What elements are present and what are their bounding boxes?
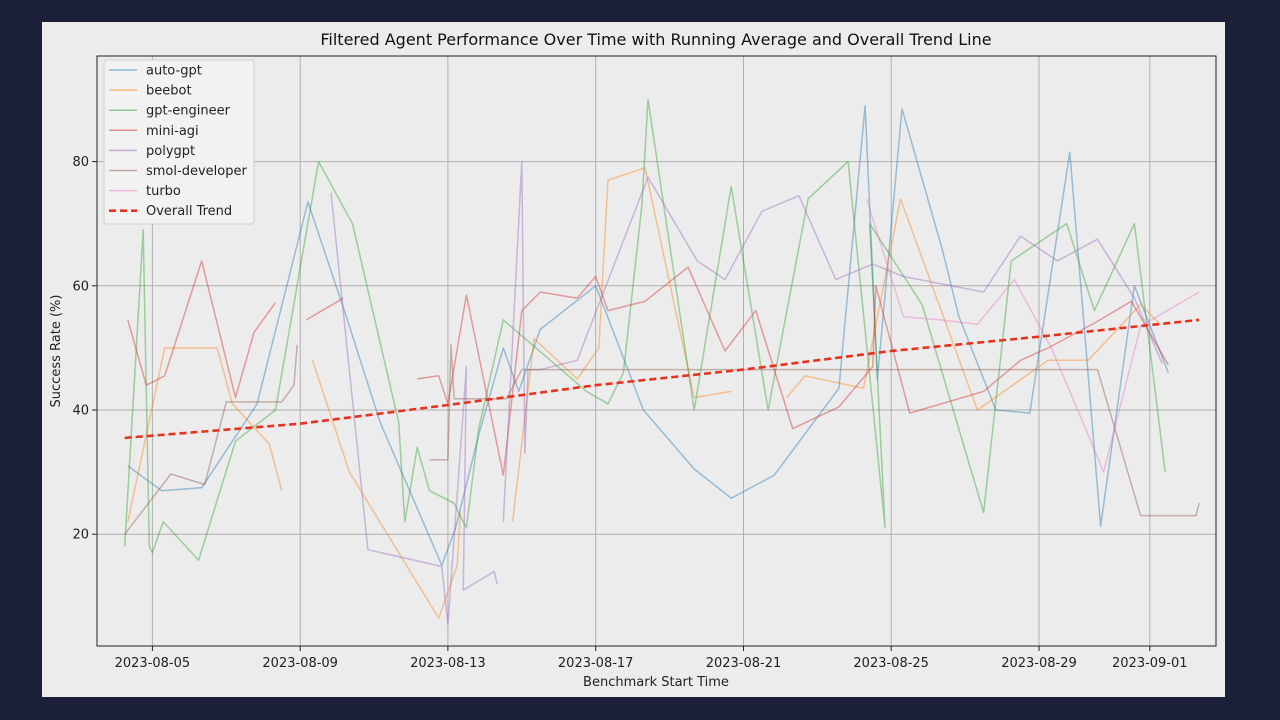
legend-label-polygpt: polygpt — [146, 144, 195, 159]
series-line-gpt-engineer — [123, 98, 1166, 562]
series-line-smol-developer — [124, 344, 1200, 535]
series-layer — [123, 98, 1200, 626]
series-line-turbo — [865, 198, 1200, 473]
y-tick-label-0: 20 — [72, 528, 89, 543]
series-line-polygpt — [330, 160, 1163, 626]
legend-box — [103, 59, 255, 225]
legend-label-mini-agi: mini-agi — [146, 124, 199, 139]
x-tick-label-5: 2023-08-25 — [853, 656, 929, 671]
legend-label-smol-developer: smol-developer — [146, 164, 247, 179]
x-tick-label-4: 2023-08-21 — [706, 656, 782, 671]
y-tick-labels: 20 40 60 80 — [72, 155, 97, 543]
chart-svg: 2023-08-05 2023-08-09 2023-08-13 2023-08-17… — [49, 30, 1217, 690]
y-tick-label-1: 40 — [72, 404, 89, 419]
y-tick-label-3: 80 — [72, 155, 89, 170]
x-tick-labels: 2023-08-05 2023-08-09 2023-08-13 2023-08-17… — [115, 646, 1188, 671]
legend: auto-gpt beebot gpt-engineer mini-agi polygp… — [103, 59, 255, 225]
x-tick-label-6: 2023-08-29 — [1001, 656, 1077, 671]
x-tick-label-1: 2023-08-09 — [262, 656, 338, 671]
series-line-beebot — [127, 167, 1160, 619]
plot-frame — [96, 55, 1217, 647]
x-axis-title: Benchmark Start Time — [583, 675, 729, 690]
legend-label-auto-gpt: auto-gpt — [146, 64, 202, 79]
series-line-auto-gpt — [127, 104, 1169, 567]
plot-area — [97, 56, 1216, 646]
legend-label-turbo: turbo — [146, 184, 181, 199]
y-axis-title: Success Rate (%) — [49, 295, 64, 408]
legend-items: auto-gpt beebot gpt-engineer mini-agi polygp… — [109, 64, 247, 219]
x-tick-label-0: 2023-08-05 — [115, 656, 191, 671]
legend-label-beebot: beebot — [146, 84, 192, 99]
chart-title: Filtered Agent Performance Over Time wit… — [320, 30, 991, 49]
chart-figure: 2023-08-05 2023-08-09 2023-08-13 2023-08-17… — [42, 22, 1225, 697]
legend-label-gpt-engineer: gpt-engineer — [146, 104, 231, 119]
trend-layer — [124, 318, 1200, 440]
y-tick-label-2: 60 — [72, 279, 89, 294]
series-line-mini-agi — [127, 260, 1169, 476]
legend-label-overall-trend: Overall Trend — [146, 204, 232, 219]
x-tick-label-7: 2023-09-01 — [1112, 656, 1188, 671]
x-tick-label-2: 2023-08-13 — [410, 656, 486, 671]
series-line-overall-trend — [124, 318, 1200, 440]
x-tick-label-3: 2023-08-17 — [558, 656, 634, 671]
